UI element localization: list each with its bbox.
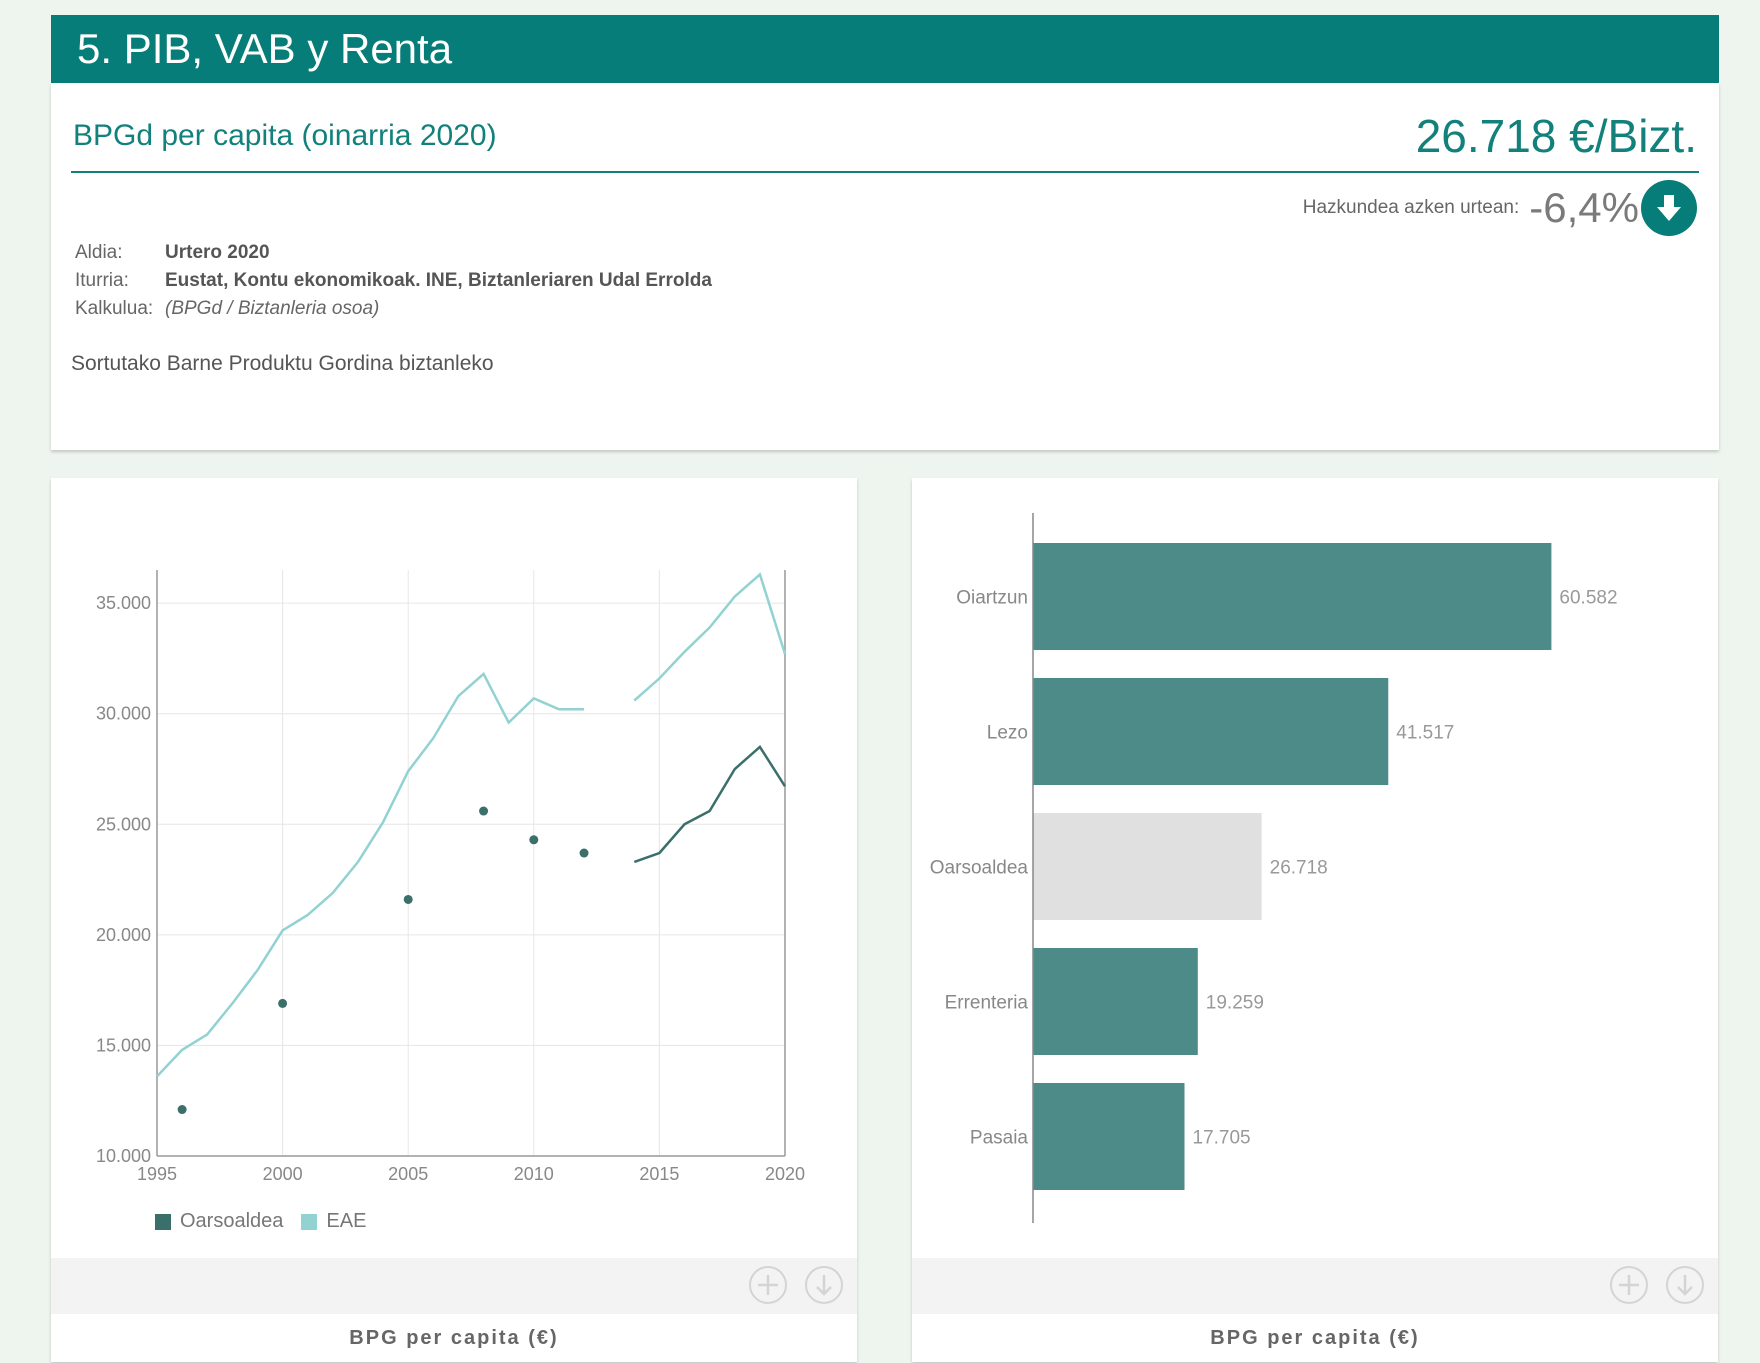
legend-label-eae: EAE — [326, 1210, 367, 1232]
bar-pasaia[interactable] — [1033, 1083, 1185, 1190]
series-point-oarsoaldea[interactable] — [177, 1105, 187, 1115]
line-chart-card: 1995 2000 2005 2010 2015 2020 10.000 15.000 20.0… — [51, 478, 857, 1362]
category-label: Errenteria — [945, 993, 1029, 1014]
series-point-oarsoaldea[interactable] — [529, 835, 539, 845]
calc-label: Kalkulua: — [75, 298, 154, 319]
chart-caption: BPG per capita (€) — [1210, 1327, 1420, 1349]
growth-row: Hazkundea azken urtean: -6,4% — [1303, 179, 1697, 237]
legend-swatch-eae — [301, 1213, 318, 1230]
expand-button[interactable] — [1610, 1266, 1648, 1304]
indicator-card: BPGd per capita (oinarria 2020) 26.718 €… — [51, 83, 1719, 450]
download-button[interactable] — [805, 1266, 843, 1304]
series-point-oarsoaldea[interactable] — [403, 894, 413, 904]
source-label: Iturria: — [75, 270, 129, 291]
legend-swatch-oarsoaldea — [155, 1213, 171, 1230]
value-label: 17.705 — [1193, 1128, 1251, 1149]
legend-label-oarsoaldea: Oarsoaldea — [180, 1210, 284, 1232]
legend-item-oarsoaldea[interactable]: Oarsoaldea — [155, 1210, 283, 1233]
calc-value: (BPGd / Biztanleria osoa) — [165, 298, 380, 319]
x-tick-label: 1995 — [137, 1164, 177, 1184]
bar-chart: Oiartzun 60.582 Lezo 41.517 Oarsoaldea 26.718… — [930, 513, 1618, 1223]
section-title: 5. PIB, VAB y Renta — [51, 15, 1719, 83]
y-tick-label: 25.000 — [96, 814, 151, 834]
bar-oarsoaldea[interactable] — [1033, 813, 1262, 920]
y-tick-label: 30.000 — [96, 704, 151, 724]
value-label: 26.718 — [1270, 858, 1328, 879]
expand-button[interactable] — [749, 1266, 787, 1304]
x-tick-label: 2005 — [388, 1164, 428, 1184]
chart-toolbar — [912, 1258, 1718, 1314]
indicator-description: Sortutako Barne Produktu Gordina biztanl… — [71, 352, 494, 375]
series-line-oarsoaldea — [633, 744, 787, 864]
y-tick-label: 10.000 — [96, 1146, 151, 1166]
growth-label: Hazkundea azken urtean: — [1302, 197, 1520, 218]
series-line-eae — [156, 671, 584, 1078]
y-tick-label: 35.000 — [96, 593, 151, 613]
bar-lezo[interactable] — [1033, 678, 1389, 785]
download-icon — [816, 1275, 832, 1296]
indicator-meta: Aldia: Urtero 2020 Iturria: Eustat, Kont… — [75, 239, 712, 323]
value-label: 60.582 — [1559, 588, 1617, 609]
x-tick-label: 2010 — [514, 1164, 554, 1184]
value-label: 41.517 — [1396, 723, 1454, 744]
line-chart: 1995 2000 2005 2010 2015 2020 10.000 15.000 20.0… — [96, 570, 805, 1184]
chart-toolbar — [51, 1258, 857, 1314]
bar-chart-card: Oiartzun 60.582 Lezo 41.517 Oarsoaldea 26.718… — [912, 478, 1718, 1362]
plus-icon — [758, 1275, 778, 1295]
line-chart-legend: Oarsoaldea EAE — [155, 1210, 384, 1233]
category-label: Lezo — [987, 723, 1028, 744]
chart-caption: BPG per capita (€) — [349, 1327, 559, 1349]
category-label: Pasaia — [970, 1128, 1029, 1149]
bar-oiartzun[interactable] — [1033, 543, 1552, 650]
bar-errenteria[interactable] — [1033, 948, 1198, 1055]
series-line-eae — [633, 572, 787, 702]
y-tick-label: 15.000 — [96, 1035, 151, 1055]
indicator-value: 26.718 €/Bizt. — [1415, 110, 1697, 162]
download-icon — [1677, 1275, 1693, 1296]
legend-item-eae[interactable]: EAE — [301, 1210, 366, 1233]
series-point-oarsoaldea[interactable] — [278, 998, 288, 1008]
y-tick-label: 20.000 — [96, 925, 151, 945]
growth-value: -6,4% — [1529, 184, 1639, 231]
category-label: Oarsoaldea — [930, 858, 1029, 879]
period-label: Aldia: — [75, 242, 123, 263]
indicator-title: BPGd per capita (oinarria 2020) — [73, 119, 497, 152]
source-value: Eustat, Kontu ekonomikoak. INE, Biztanle… — [165, 270, 712, 291]
category-label: Oiartzun — [956, 588, 1028, 609]
x-tick-label: 2000 — [263, 1164, 303, 1184]
x-tick-label: 2015 — [639, 1164, 679, 1184]
x-tick-label: 2020 — [765, 1164, 805, 1184]
download-button[interactable] — [1666, 1266, 1704, 1304]
value-label: 19.259 — [1206, 993, 1264, 1014]
series-point-oarsoaldea[interactable] — [579, 848, 589, 858]
period-value: Urtero 2020 — [165, 242, 270, 263]
series-point-oarsoaldea[interactable] — [479, 806, 489, 816]
indicator-divider — [71, 171, 1699, 173]
arrow-down-icon — [1641, 180, 1697, 236]
plus-icon — [1619, 1275, 1639, 1295]
